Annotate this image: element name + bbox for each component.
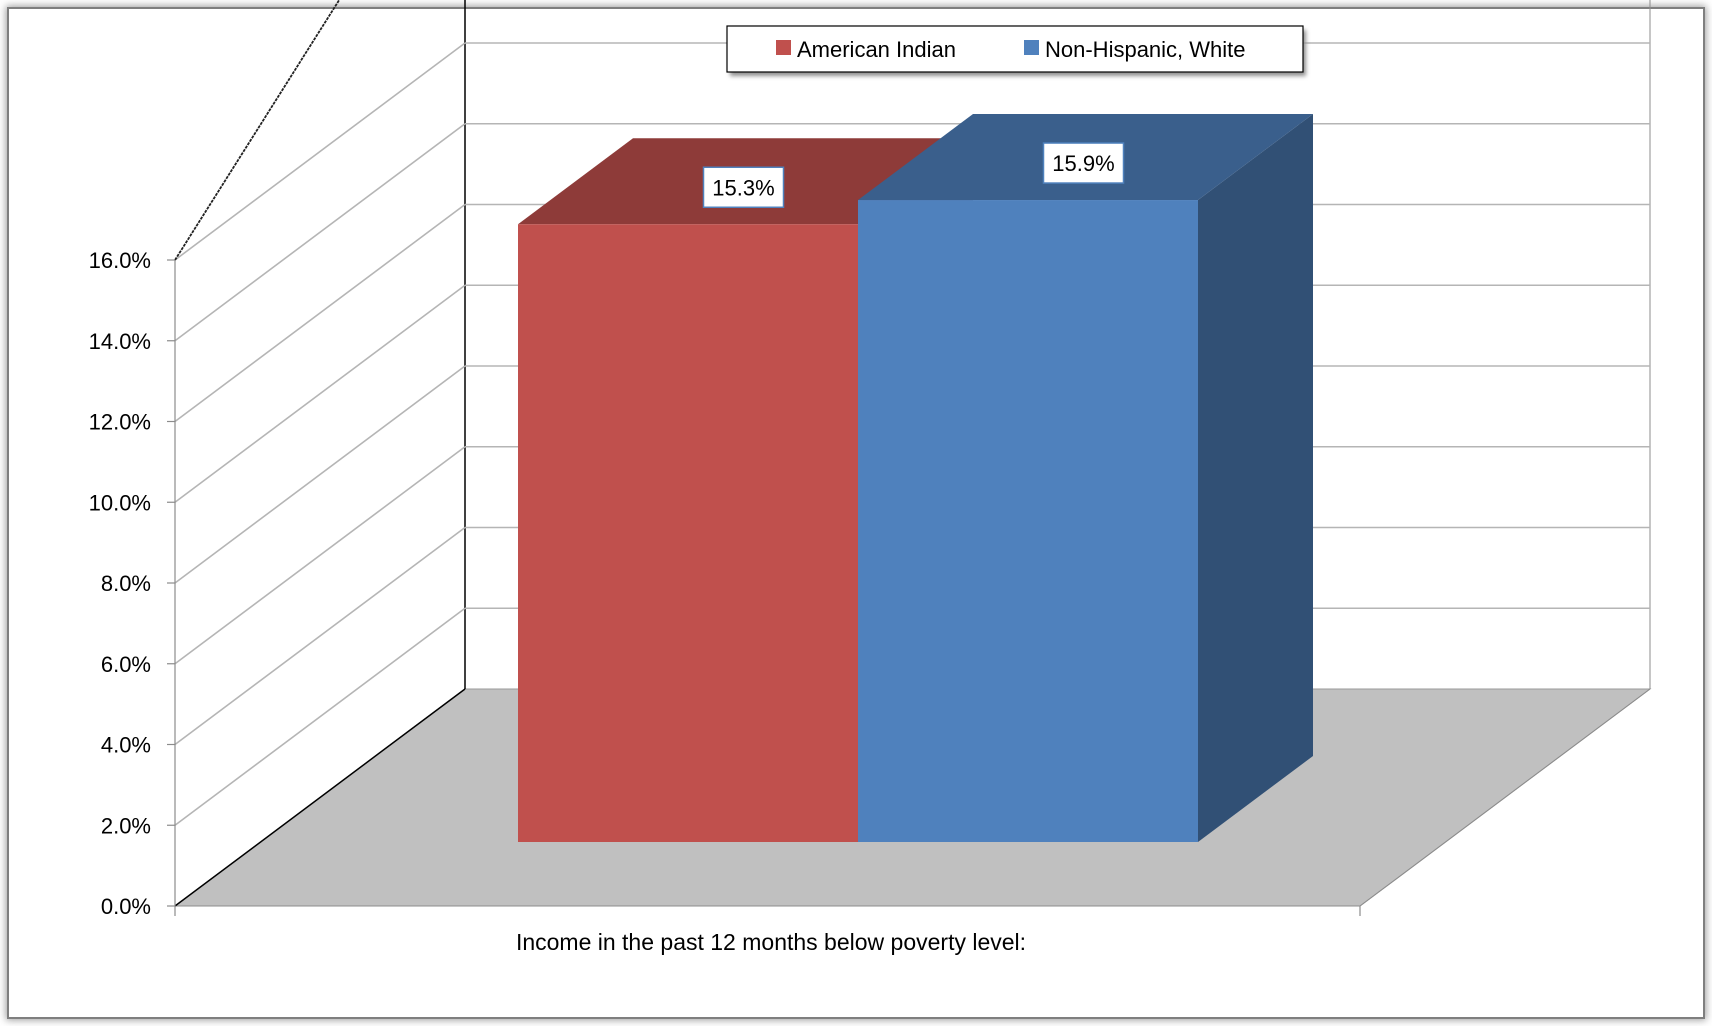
value-axis: 0.0% 2.0% 4.0% 6.0% 8.0% 10.0% 12.0% 14.0% 16.0% [89,248,1361,919]
data-label-text: 15.9% [1052,151,1114,176]
y-tick-label: 0.0% [101,894,151,919]
side-wall-gridline [174,607,466,826]
bar-2 [858,114,1313,843]
legend-item-1: American Indian [776,37,956,62]
y-tick-label: 14.0% [89,329,151,354]
side-wall-bottom-edge [174,688,466,907]
side-wall-gridline [174,203,466,423]
y-tick-label: 2.0% [101,813,151,838]
legend-swatch [1024,40,1039,55]
bar-side-face [1198,114,1313,842]
data-label-box [702,166,785,209]
side-wall-gridline [174,42,466,261]
floor-right-edge [1359,688,1651,907]
bar-front-face [518,224,858,842]
y-tick-label: 4.0% [101,733,151,758]
side-wall-gridline [174,284,466,503]
legend-box [726,25,1304,73]
bars [518,114,1313,843]
data-label-2: 15.9% [1042,142,1125,184]
legend-item-2: Non-Hispanic, White [1024,37,1246,62]
side-wall-gridline [174,526,466,746]
data-label-box [1042,142,1125,184]
side-wall-top-edge [174,0,341,261]
side-wall-gridline [174,123,466,342]
bar-front-face [858,200,1198,843]
side-wall-gridline [174,446,466,665]
y-tick-label: 6.0% [101,652,151,677]
y-tick-label: 10.0% [89,490,151,515]
data-label-text: 15.3% [712,175,774,200]
legend: American Indian Non-Hispanic, White [726,25,1306,76]
data-labels: 15.3% 15.9% [702,142,1125,209]
side-wall-gridline [174,365,466,584]
legend-swatch [776,40,791,55]
y-tick-label: 12.0% [89,410,151,435]
legend-label: Non-Hispanic, White [1045,37,1246,62]
y-tick-label: 8.0% [101,571,151,596]
data-label-1: 15.3% [702,166,785,209]
y-tick-label: 16.0% [89,248,151,273]
x-axis-label: Income in the past 12 months below pover… [516,929,1026,955]
legend-label: American Indian [797,37,956,62]
